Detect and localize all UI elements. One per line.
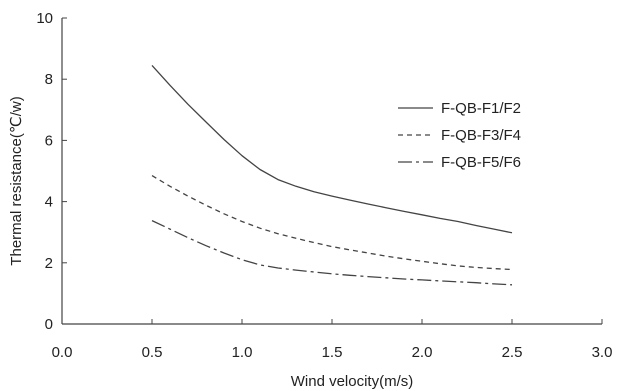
- x-axis-ticks: 0.0 0.5 1.0 1.5 2.0 2.5 3.0: [52, 319, 613, 361]
- y-axis-ticks: 0 2 4 6 8 10: [36, 10, 67, 333]
- series-line-1: [151, 64, 513, 234]
- y-axis-title: Thermal resistance(℃/w): [8, 96, 25, 265]
- x-tick-label: 3.0: [592, 344, 613, 361]
- legend-label-2: F-QB-F3/F4: [441, 127, 521, 144]
- y-tick-label: 0: [45, 316, 53, 333]
- y-tick-label: 4: [45, 194, 53, 211]
- legend-label-1: F-QB-F1/F2: [441, 100, 521, 117]
- axes: [61, 18, 602, 325]
- legend-label-3: F-QB-F5/F6: [441, 154, 521, 171]
- series-line-3: [151, 220, 513, 286]
- x-tick-label: 2.0: [412, 344, 433, 361]
- x-axis-title: Wind velocity(m/s): [291, 373, 414, 390]
- series-line-2: [151, 175, 513, 271]
- legend: F-QB-F1/F2 F-QB-F3/F4 F-QB-F5/F6: [398, 100, 521, 171]
- x-tick-label: 0.5: [142, 344, 163, 361]
- x-tick-label: 1.5: [322, 344, 343, 361]
- series-layer: [151, 64, 513, 286]
- x-tick-label: 2.5: [502, 344, 523, 361]
- y-tick-label: 10: [36, 10, 53, 27]
- y-tick-label: 6: [45, 132, 53, 149]
- y-tick-label: 2: [45, 255, 53, 272]
- x-tick-label: 0.0: [52, 344, 73, 361]
- y-tick-label: 8: [45, 71, 53, 88]
- x-tick-label: 1.0: [232, 344, 253, 361]
